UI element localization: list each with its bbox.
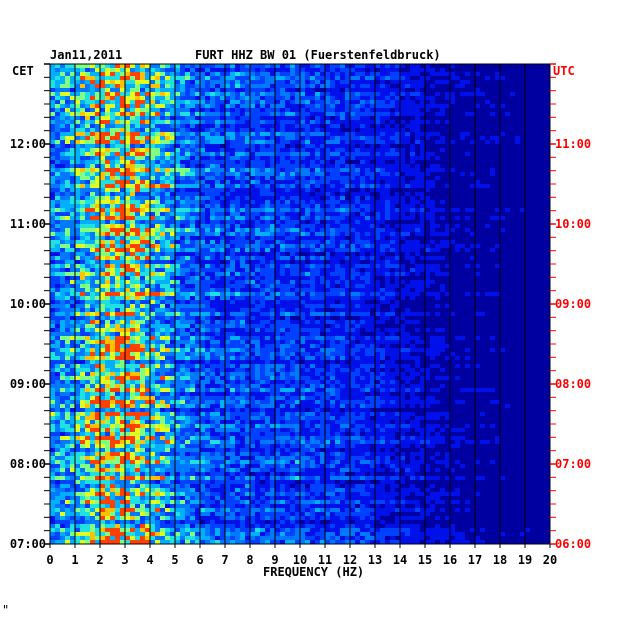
right-axis-ticks: 11:00 10:00 09:00 08:00 07:00 06:00 (550, 63, 591, 551)
x-tick-label-7: 7 (221, 553, 228, 567)
x-tick-label-10: 10 (293, 553, 307, 567)
chart-date: Jan11,2011 (50, 48, 122, 62)
x-tick-label-4: 4 (146, 553, 153, 567)
x-tick-label-6: 6 (196, 553, 203, 567)
left-axis-tick-label-0700: 07:00 (10, 537, 46, 551)
x-tick-label-2: 2 (96, 553, 103, 567)
left-axis-tick-label-1100: 11:00 (10, 217, 46, 231)
right-axis-tick-label-1000: 10:00 (555, 217, 591, 231)
right-axis-label: UTC (553, 64, 575, 78)
x-tick-label-20: 20 (543, 553, 557, 567)
x-tick-label-18: 18 (493, 553, 507, 567)
x-tick-label-9: 9 (271, 553, 278, 567)
x-tick-label-19: 19 (518, 553, 532, 567)
spectrogram-cells (50, 64, 530, 544)
x-tick-label-15: 15 (418, 553, 432, 567)
chart-title: FURT HHZ BW 01 (Fuerstenfeldbruck) (195, 48, 441, 62)
x-axis-ticks: 0 1 2 3 4 5 6 7 8 9 10 11 12 13 14 15 16 17 18 19 20 (46, 544, 557, 567)
left-axis-ticks: 12:00 11:00 10:00 09:00 08:00 07:00 (10, 63, 50, 551)
x-tick-label-12: 12 (343, 553, 357, 567)
right-axis-tick-label-0800: 08:00 (555, 377, 591, 391)
x-tick-label-8: 8 (246, 553, 253, 567)
x-tick-label-14: 14 (393, 553, 407, 567)
x-tick-label-13: 13 (368, 553, 382, 567)
right-axis-tick-label-0600: 06:00 (555, 537, 591, 551)
left-axis-tick-label-1000: 10:00 (10, 297, 46, 311)
x-tick-label-3: 3 (121, 553, 128, 567)
x-tick-label-17: 17 (468, 553, 482, 567)
x-axis-label: FREQUENCY (HZ) (263, 565, 364, 579)
x-tick-label-16: 16 (443, 553, 457, 567)
x-tick-label-0: 0 (46, 553, 53, 567)
x-tick-label-5: 5 (171, 553, 178, 567)
right-axis-tick-label-1100: 11:00 (555, 137, 591, 151)
x-tick-label-1: 1 (71, 553, 78, 567)
x-tick-label-11: 11 (318, 553, 332, 567)
left-axis-label: CET (12, 64, 34, 78)
spectrogram-plot (49, 63, 551, 545)
left-axis-tick-label-1200: 12:00 (10, 137, 46, 151)
left-axis-tick-label-0800: 08:00 (10, 457, 46, 471)
right-axis-tick-label-0700: 07:00 (555, 457, 591, 471)
frequency-gridlines (74, 64, 526, 544)
corner-mark: " (2, 603, 9, 617)
left-axis-tick-label-0900: 09:00 (10, 377, 46, 391)
right-axis-tick-label-0900: 09:00 (555, 297, 591, 311)
